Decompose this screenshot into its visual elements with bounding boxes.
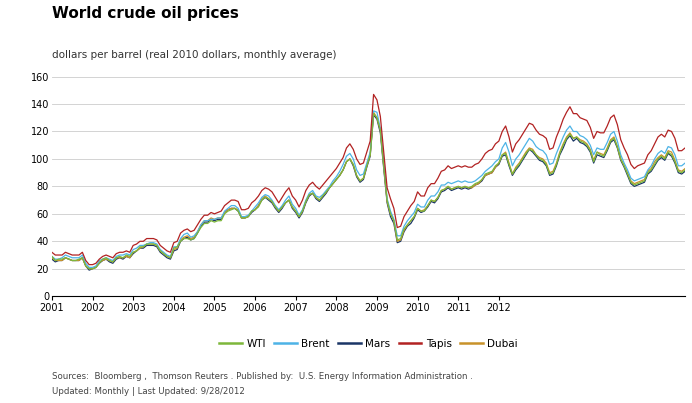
Brent (116, 253, 124, 258)
Line: Dubai: Dubai (52, 112, 685, 269)
Tapis (48, 250, 56, 255)
Tapis (244, 206, 253, 211)
Line: Brent: Brent (52, 111, 685, 267)
Dubai (51, 258, 60, 263)
Line: Tapis: Tapis (52, 94, 685, 265)
WTI (116, 254, 124, 259)
WTI (261, 195, 269, 200)
Mars (370, 112, 378, 117)
Dubai (261, 193, 269, 198)
Brent (370, 108, 378, 113)
Tapis (681, 145, 689, 150)
Dubai (48, 256, 56, 260)
Brent (48, 254, 56, 259)
Mars (48, 257, 56, 262)
WTI (681, 168, 689, 172)
Dubai (244, 214, 253, 219)
Mars (85, 268, 93, 272)
Tapis (85, 262, 93, 267)
WTI (85, 266, 93, 271)
Brent (261, 192, 269, 197)
Brent (244, 213, 253, 218)
Line: Mars: Mars (52, 115, 685, 270)
WTI (51, 258, 60, 263)
Mars (116, 256, 124, 260)
Dubai (282, 200, 290, 205)
Tapis (261, 185, 269, 190)
Mars (261, 195, 269, 200)
Brent (667, 145, 675, 150)
Legend: WTI, Brent, Mars, Tapis, Dubai: WTI, Brent, Mars, Tapis, Dubai (215, 334, 522, 353)
Text: Sources:  Bloomberg ,  Thomson Reuters . Published by:  U.S. Energy Information : Sources: Bloomberg , Thomson Reuters . P… (52, 372, 473, 381)
Text: Updated: Monthly | Last Updated: 9/28/2012: Updated: Monthly | Last Updated: 9/28/20… (52, 387, 245, 396)
Tapis (370, 92, 378, 97)
Dubai (681, 166, 689, 171)
Tapis (51, 253, 60, 258)
Dubai (370, 110, 378, 115)
Text: World crude oil prices: World crude oil prices (52, 6, 239, 21)
Mars (244, 214, 253, 219)
WTI (282, 200, 290, 205)
Tapis (282, 189, 290, 194)
Tapis (667, 129, 675, 134)
Brent (51, 257, 60, 262)
Text: dollars per barrel (real 2010 dollars, monthly average): dollars per barrel (real 2010 dollars, m… (52, 50, 336, 60)
WTI (244, 214, 253, 219)
Dubai (116, 256, 124, 260)
Brent (681, 161, 689, 166)
Tapis (116, 250, 124, 255)
Mars (667, 154, 675, 159)
Dubai (667, 150, 675, 154)
Brent (85, 265, 93, 270)
Mars (681, 169, 689, 174)
Line: WTI: WTI (52, 114, 685, 269)
Dubai (85, 266, 93, 271)
WTI (667, 152, 675, 157)
WTI (48, 254, 56, 259)
WTI (370, 111, 378, 116)
Mars (282, 200, 290, 205)
Mars (51, 260, 60, 264)
Brent (282, 198, 290, 203)
